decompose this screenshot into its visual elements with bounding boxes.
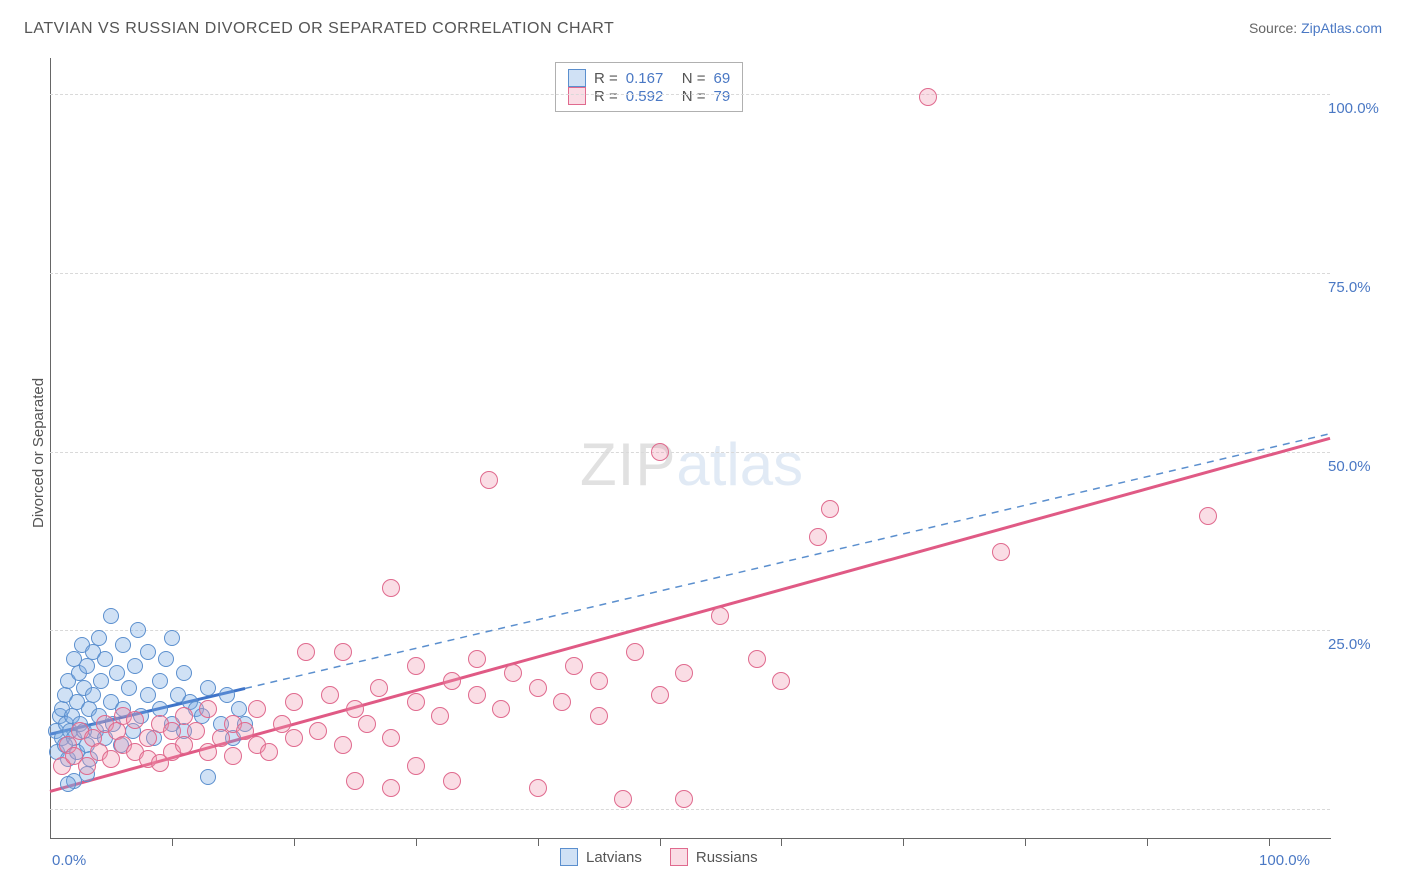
legend-swatch-icon (568, 87, 586, 105)
legend-swatch-icon (560, 848, 578, 866)
russians-marker (285, 693, 303, 711)
russians-marker (346, 772, 364, 790)
gridline (50, 809, 1330, 810)
latvians-marker (152, 673, 168, 689)
russians-marker (358, 715, 376, 733)
latvians-marker (115, 637, 131, 653)
russians-marker (529, 679, 547, 697)
russians-marker (553, 693, 571, 711)
legend-n-value: 69 (714, 70, 731, 87)
russians-marker (468, 686, 486, 704)
x-tick (660, 838, 661, 846)
x-tick (172, 838, 173, 846)
russians-marker (370, 679, 388, 697)
y-axis-label: Divorced or Separated (30, 378, 47, 528)
latvians-marker (121, 680, 137, 696)
x-tick-label: 0.0% (52, 852, 86, 869)
russians-marker (772, 672, 790, 690)
russians-marker (919, 88, 937, 106)
x-tick (1025, 838, 1026, 846)
russians-marker (590, 672, 608, 690)
legend-row-russians: R = 0.592 N = 79 (568, 87, 730, 105)
legend-item-latvians: Latvians (560, 848, 642, 866)
russians-marker (651, 686, 669, 704)
latvians-marker (103, 608, 119, 624)
latvians-marker (91, 630, 107, 646)
source-text: Source: ZipAtlas.com (1249, 20, 1382, 36)
russians-marker (590, 707, 608, 725)
latvians-marker (97, 651, 113, 667)
gridline (50, 452, 1330, 453)
russians-marker (212, 729, 230, 747)
russians-marker (407, 693, 425, 711)
legend-swatch-icon (568, 69, 586, 87)
russians-marker (407, 657, 425, 675)
russians-marker (309, 722, 327, 740)
russians-marker (480, 471, 498, 489)
legend-swatch-icon (670, 848, 688, 866)
x-tick (416, 838, 417, 846)
gridline (50, 630, 1330, 631)
russians-marker (651, 443, 669, 461)
russians-marker (443, 672, 461, 690)
series-legend: Latvians Russians (560, 848, 758, 866)
russians-marker (626, 643, 644, 661)
legend-n-label: N = (682, 70, 706, 87)
russians-marker (821, 500, 839, 518)
latvians-marker (164, 630, 180, 646)
legend-n-value: 79 (714, 88, 731, 105)
russians-marker (78, 757, 96, 775)
russians-marker (529, 779, 547, 797)
source-prefix: Source: (1249, 20, 1301, 36)
latvians-marker (158, 651, 174, 667)
russians-marker (224, 747, 242, 765)
russians-marker (1199, 507, 1217, 525)
x-tick (781, 838, 782, 846)
x-tick (1147, 838, 1148, 846)
russians-marker (297, 643, 315, 661)
russians-marker (139, 729, 157, 747)
russians-marker (614, 790, 632, 808)
legend-item-russians: Russians (670, 848, 758, 866)
legend-r-label: R = (594, 70, 618, 87)
russians-marker (285, 729, 303, 747)
gridline (50, 94, 1330, 95)
chart-title: LATVIAN VS RUSSIAN DIVORCED OR SEPARATED… (24, 20, 614, 38)
russians-marker (334, 643, 352, 661)
latvians-marker (93, 673, 109, 689)
russians-marker (334, 736, 352, 754)
latvians-marker (85, 687, 101, 703)
correlation-legend: R = 0.167 N = 69 R = 0.592 N = 79 (555, 62, 743, 112)
legend-n-label: N = (682, 88, 706, 105)
x-tick (538, 838, 539, 846)
russians-marker (382, 579, 400, 597)
legend-row-latvians: R = 0.167 N = 69 (568, 69, 730, 87)
legend-item-label: Russians (696, 849, 758, 866)
latvians-marker (79, 658, 95, 674)
russians-marker (675, 790, 693, 808)
latvians-marker (219, 687, 235, 703)
y-tick-label: 100.0% (1328, 100, 1388, 117)
x-tick-label: 100.0% (1259, 852, 1310, 869)
x-tick (294, 838, 295, 846)
legend-r-value: 0.167 (626, 70, 674, 87)
russians-marker (346, 700, 364, 718)
russians-marker (992, 543, 1010, 561)
latvians-marker (140, 687, 156, 703)
x-tick (903, 838, 904, 846)
latvians-marker (140, 644, 156, 660)
y-tick-label: 75.0% (1328, 279, 1388, 296)
gridline (50, 273, 1330, 274)
russians-marker (187, 722, 205, 740)
y-tick-label: 50.0% (1328, 458, 1388, 475)
legend-r-value: 0.592 (626, 88, 674, 105)
x-tick (1269, 838, 1270, 846)
legend-r-label: R = (594, 88, 618, 105)
y-tick-label: 25.0% (1328, 636, 1388, 653)
russians-marker (468, 650, 486, 668)
legend-item-label: Latvians (586, 849, 642, 866)
source-link[interactable]: ZipAtlas.com (1301, 20, 1382, 36)
russians-marker (443, 772, 461, 790)
